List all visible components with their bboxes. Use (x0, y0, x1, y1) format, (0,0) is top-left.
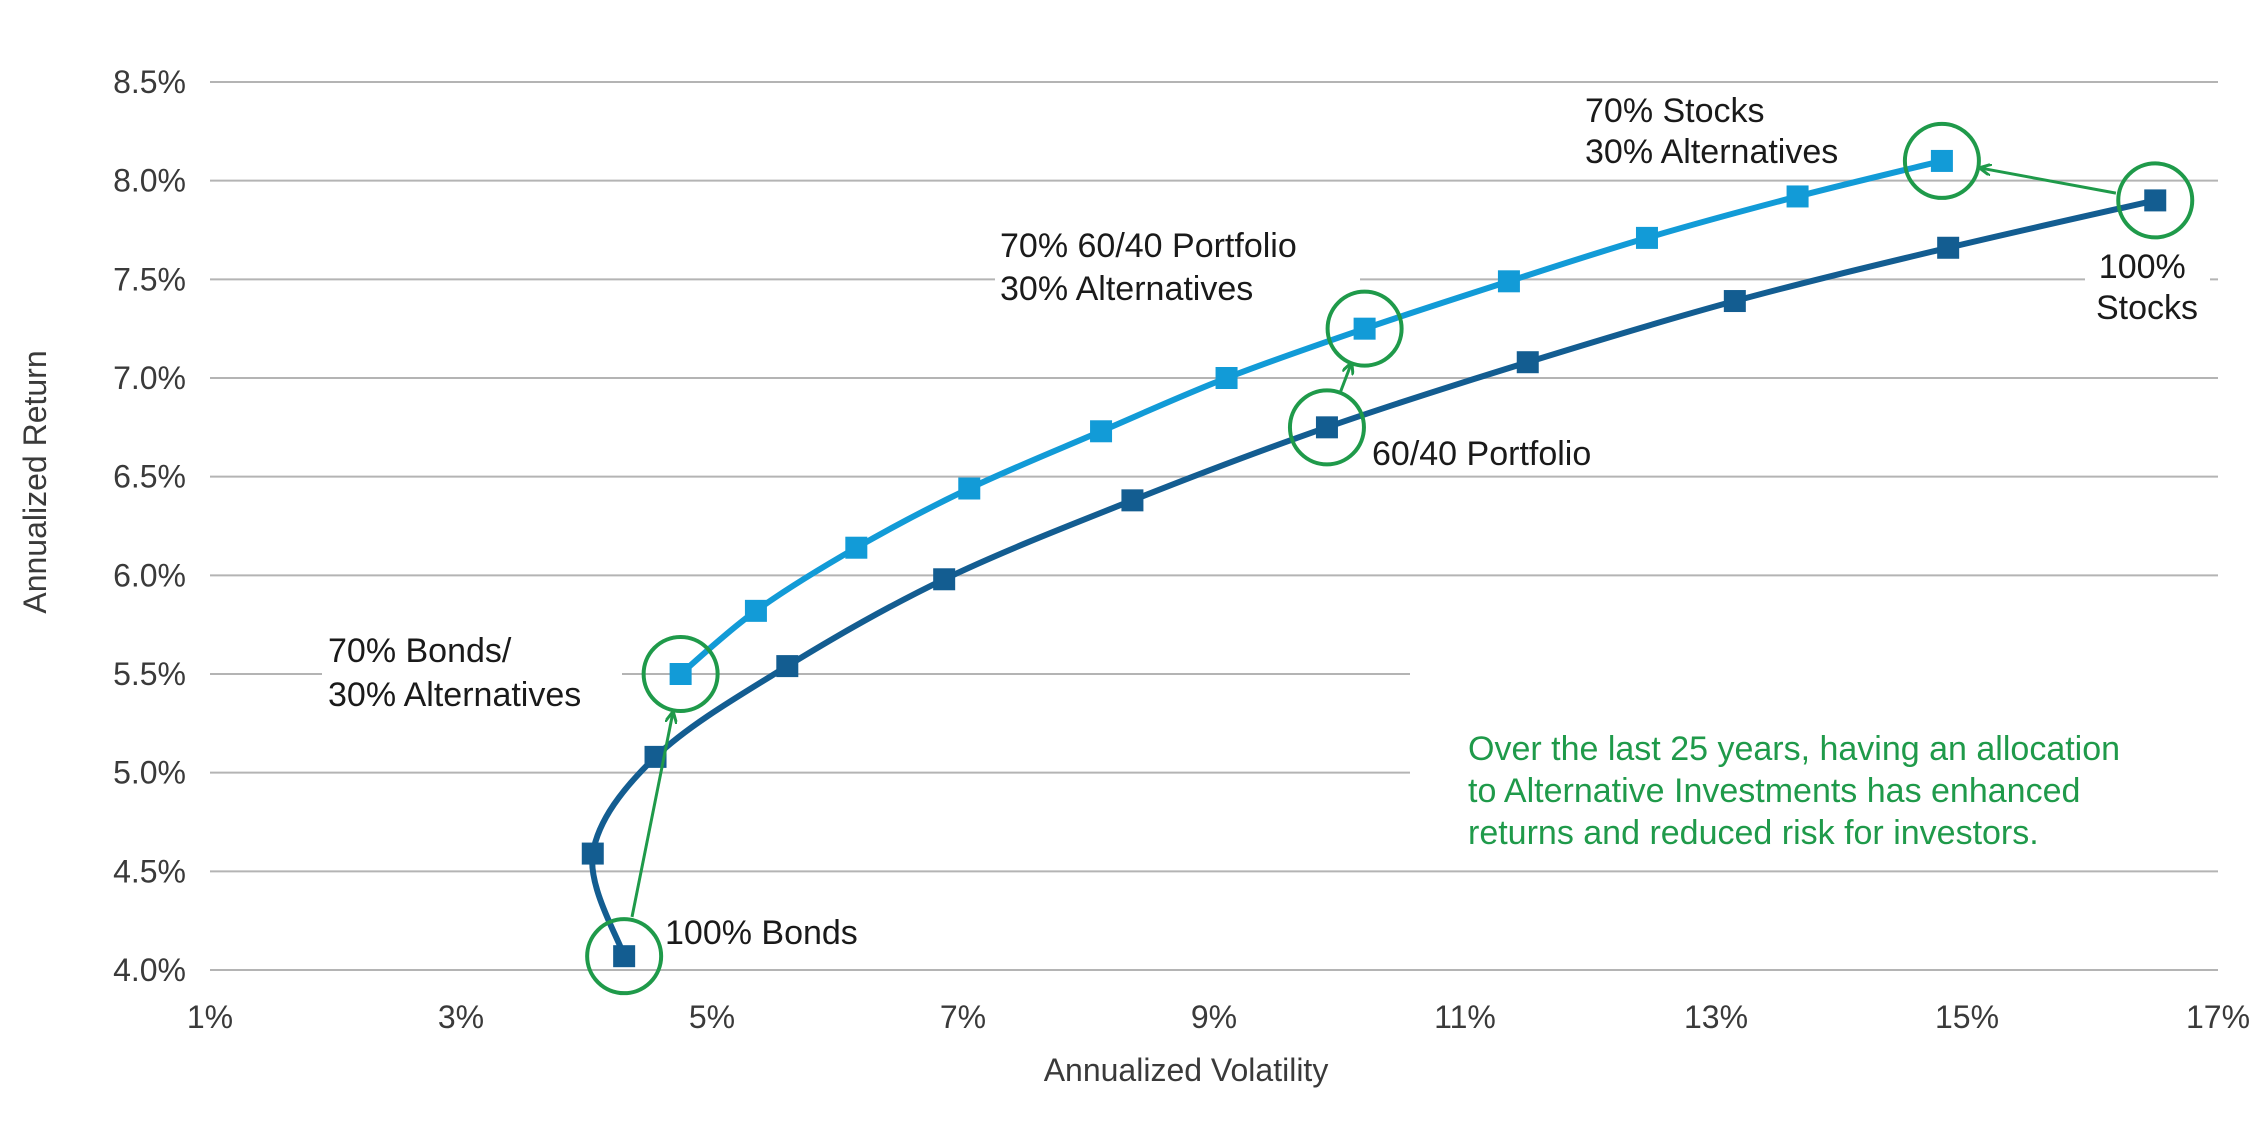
y-tick-label: 7.5% (113, 261, 186, 297)
annotation-arrow (630, 713, 673, 918)
data-point-with_alternatives (1090, 420, 1113, 443)
annotation-portfolio: 60/40 Portfolio (1372, 435, 1591, 473)
highlight-circle (2116, 161, 2195, 240)
highlight-circle (1287, 388, 1366, 467)
data-point-with_alternatives (1497, 270, 1520, 293)
y-tick-label: 7.0% (113, 360, 186, 396)
label-background-bonds-alt (322, 620, 622, 720)
label-background-portfolio-alt (995, 215, 1360, 310)
y-tick-label: 6.5% (113, 459, 186, 495)
annotation-arrow (1981, 168, 2117, 195)
annotation-portfolio-alt: 70% 60/40 Portfolio 30% Alternatives (1000, 227, 1306, 308)
annotation-bonds: 100% Bonds (665, 914, 858, 952)
data-point-with_alternatives (958, 477, 981, 500)
x-tick-label: 11% (1434, 999, 1496, 1035)
insight-note-line-1: Over the last 25 years, having an alloca… (1468, 730, 2120, 768)
highlight-circles (585, 121, 2195, 996)
data-point-with_alternatives (744, 599, 767, 622)
annotation-stocks-alt-line-2: 30% Alternatives (1585, 133, 1838, 171)
x-axis-title: Annualized Volatility (1044, 1052, 1329, 1088)
annotation-portfolio-alt-line-1: 70% 60/40 Portfolio (1000, 227, 1297, 265)
series-markers (581, 149, 2167, 968)
annotation-stocks: 100% Stocks (2096, 248, 2198, 327)
y-tick-label: 6.0% (113, 557, 186, 593)
data-point-base (776, 655, 799, 678)
data-point-base (1516, 351, 1539, 374)
y-tick-label: 4.0% (113, 952, 186, 988)
data-point-with_alternatives (1635, 226, 1658, 249)
annotation-arrows (630, 168, 2117, 918)
highlight-circle (1325, 289, 1404, 368)
annotation-stocks-line-1: 100% (2099, 248, 2186, 286)
axis-tick-labels: 4.0% 4.5% 5.0% 5.5% 6.0% 6.5% 7.0% 7.5% 8.0% 8.5%… (113, 64, 2250, 1035)
x-tick-label: 13% (1684, 999, 1748, 1035)
data-point-base (933, 568, 956, 591)
y-tick-label: 5.5% (113, 656, 186, 692)
label-background-stocks (2085, 242, 2210, 332)
x-tick-label: 1% (187, 999, 233, 1035)
y-tick-label: 8.5% (113, 64, 186, 100)
data-point-with_alternatives (1215, 367, 1238, 389)
annotation-bonds-alt: 70% Bonds/ 30% Alternatives (328, 632, 581, 714)
data-point-base (1121, 489, 1144, 512)
data-point-with_alternatives (1353, 317, 1376, 340)
annotation-stocks-alt: 70% Stocks 30% Alternatives (1585, 92, 1838, 171)
data-point-base (613, 945, 636, 968)
x-tick-label: 7% (940, 999, 986, 1035)
x-tick-label: 3% (438, 999, 484, 1035)
annotation-bonds-alt-line-1: 70% Bonds/ (328, 632, 512, 670)
annotation-bonds-alt-line-2: 30% Alternatives (328, 676, 581, 714)
annotation-portfolio-alt-line-2: 30% Alternatives (1000, 270, 1253, 308)
annotation-stocks-line-2: Stocks (2096, 289, 2198, 327)
y-tick-label: 8.0% (113, 163, 186, 199)
insight-note-line-2: to Alternative Investments has enhanced (1468, 772, 2080, 810)
data-point-base (581, 842, 604, 865)
insight-note: Over the last 25 years, having an alloca… (1468, 730, 2130, 852)
data-point-base (644, 745, 667, 768)
grid-lines (210, 81, 2230, 971)
x-tick-label: 17% (2186, 999, 2250, 1035)
highlight-circle (641, 635, 720, 713)
data-point-with_alternatives (1930, 149, 1953, 172)
insight-note-line-3: returns and reduced risk for investors. (1468, 814, 2039, 852)
y-tick-label: 4.5% (113, 853, 186, 889)
x-tick-label: 9% (1191, 999, 1237, 1035)
y-axis-title: Annualized Return (17, 350, 53, 613)
x-tick-label: 15% (1935, 999, 1999, 1035)
data-point-with_alternatives (845, 536, 868, 559)
highlight-circle (1902, 121, 1981, 200)
data-point-base (1315, 416, 1338, 439)
data-point-with_alternatives (1786, 185, 1809, 208)
label-background-note (1410, 660, 2230, 860)
x-tick-label: 5% (689, 999, 735, 1035)
annotation-arrow (1339, 364, 1351, 393)
highlight-circle (585, 917, 664, 996)
y-tick-label: 5.0% (113, 755, 186, 791)
data-point-base (1723, 290, 1746, 313)
annotation-stocks-alt-line-1: 70% Stocks (1585, 92, 1765, 130)
data-point-base (1937, 236, 1960, 259)
data-point-base (2144, 189, 2167, 212)
data-point-with_alternatives (669, 663, 692, 685)
